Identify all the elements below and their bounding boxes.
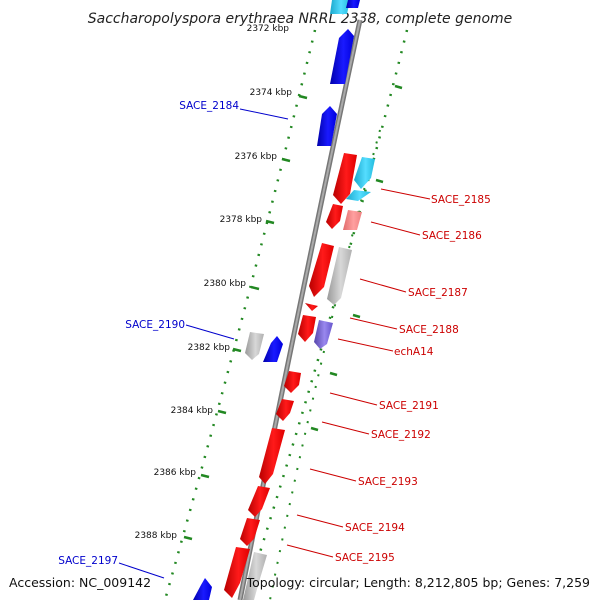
map-title: Saccharopolyspora erythraea NRRL 2338, c… [88,11,513,27]
gene-feature[interactable] [276,399,294,421]
gene-feature[interactable] [317,106,337,146]
gene-label[interactable]: SACE_2197 [58,555,118,567]
kbp-label: 2376 kbp [235,152,278,162]
forward-label-leaders [118,108,289,579]
kbp-label: 2380 kbp [204,279,247,289]
kbp-tick-marks [183,84,403,541]
gene-feature[interactable] [245,332,264,360]
gene-label[interactable]: SACE_2194 [345,522,405,534]
kbp-label: 2378 kbp [220,215,263,225]
outer-dotted-ring [243,29,409,600]
gene-feature[interactable] [330,29,354,84]
gene-feature[interactable] [243,552,267,600]
gene-feature[interactable] [259,428,285,484]
kbp-label: 2374 kbp [250,88,293,98]
kbp-label: 2384 kbp [171,406,214,416]
gene-feature[interactable] [327,247,352,305]
gene-feature[interactable] [346,0,360,8]
reverse-label-leaders [286,188,431,558]
gene-feature[interactable] [330,0,350,14]
gene-feature[interactable] [326,204,343,229]
gene-label[interactable]: SACE_2192 [371,429,431,441]
gene-feature[interactable] [343,210,362,230]
gene-feature[interactable] [224,547,250,598]
gene-label[interactable]: SACE_2190 [125,319,185,331]
gene-label[interactable]: SACE_2187 [408,287,468,299]
gene-label[interactable]: SACE_2193 [358,476,418,488]
gene-feature[interactable] [240,518,260,546]
gene-label[interactable]: SACE_2184 [179,100,239,112]
gene-label[interactable]: SACE_2191 [379,400,439,412]
gene-label[interactable]: SACE_2188 [399,324,459,336]
gene-label[interactable]: SACE_2185 [431,194,491,206]
gene-feature[interactable] [309,243,334,297]
kbp-label: 2386 kbp [154,468,197,478]
accession-text: Accession: NC_009142 [9,575,151,590]
reverse-genes [224,153,375,600]
gene-feature[interactable] [193,578,212,600]
gene-label[interactable]: echA14 [394,346,434,358]
gene-feature[interactable] [346,190,371,201]
gene-feature[interactable] [354,157,375,189]
kbp-label: 2372 kbp [247,24,290,34]
gene-feature[interactable] [333,153,357,204]
gene-feature[interactable] [248,486,270,517]
kbp-label: 2388 kbp [135,531,178,541]
forward-genes [193,0,360,600]
kbp-label: 2382 kbp [188,343,231,353]
gene-feature[interactable] [284,371,301,393]
gene-feature[interactable] [298,315,316,342]
gene-feature[interactable] [305,303,318,311]
gene-label[interactable]: SACE_2186 [422,230,482,242]
inner-dotted-ring [163,29,317,600]
topology-text: Topology: circular; Length: 8,212,805 bp… [246,575,590,590]
gene-feature[interactable] [263,336,283,362]
gene-label[interactable]: SACE_2195 [335,552,395,564]
gene-feature[interactable] [314,320,333,349]
